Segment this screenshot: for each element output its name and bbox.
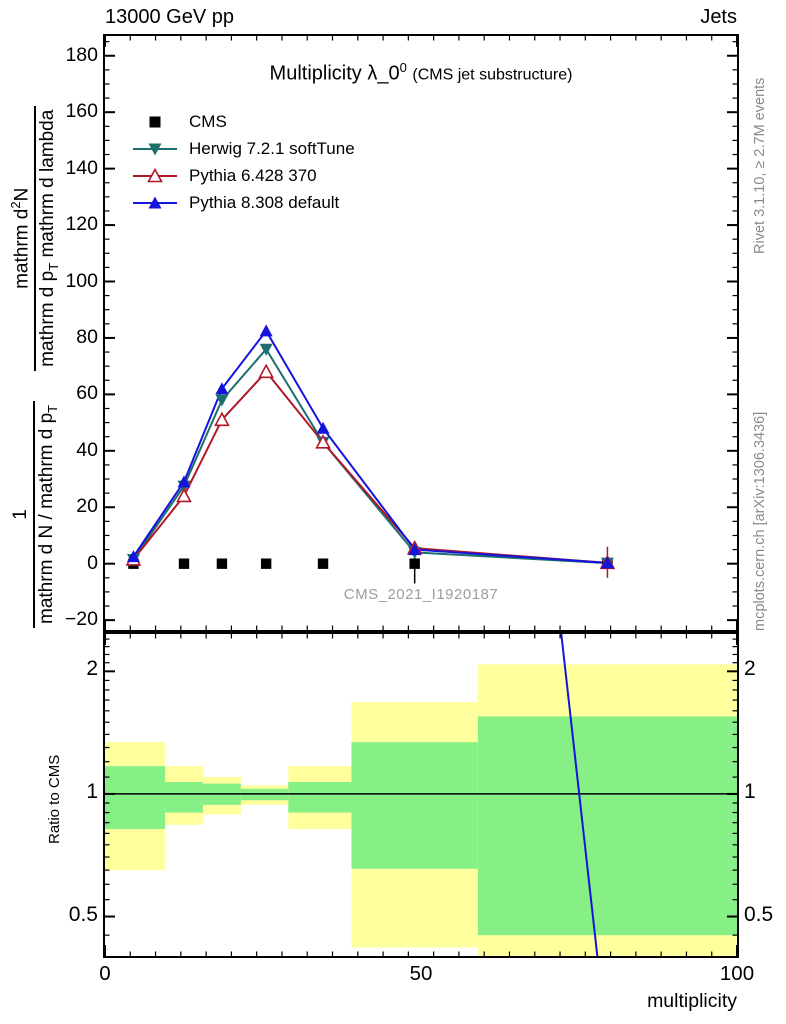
mcplots-reference-note: mcplots.cern.ch [arXiv:1306.3436]	[752, 411, 768, 631]
x-tick-label: 0	[99, 962, 111, 985]
legend-row: CMS	[132, 108, 355, 135]
legend-marker-triangle-up-open	[133, 167, 177, 182]
data-marker-triangle-up	[126, 550, 140, 563]
legend-row: Pythia 6.428 370	[132, 162, 355, 189]
ratio-panel	[103, 632, 739, 958]
data-marker-triangle-up	[177, 475, 191, 488]
main-y-tick-label: 120	[65, 213, 98, 236]
data-marker-square	[178, 558, 190, 569]
ratio-y-tick-label-left: 2	[86, 657, 98, 681]
uncertainty-band-green	[477, 716, 737, 936]
data-marker-square	[149, 116, 161, 127]
data-marker-triangle-open	[176, 487, 192, 503]
data-marker-square	[317, 558, 329, 569]
main-y-tick-label: −20	[64, 608, 98, 631]
data-marker-triangle-up	[316, 421, 330, 434]
legend-label: CMS	[189, 111, 227, 131]
main-panel: Multiplicity λ_00 (CMS jet substructure)…	[103, 34, 739, 632]
data-marker-triangle-open	[147, 167, 163, 182]
beam-energy-label: 13000 GeV pp	[105, 6, 234, 28]
main-y-tick-label: 40	[76, 438, 98, 461]
rivet-version-note: Rivet 3.1.10, ≥ 2.7M events	[752, 77, 768, 254]
main-y-tick-label: 0	[87, 551, 98, 574]
legend-marker-triangle-down	[133, 143, 177, 155]
legend-row: Herwig 7.2.1 softTune	[132, 135, 355, 162]
uncertainty-band-green	[105, 766, 166, 830]
ratio-y-tick-label-right: 0.5	[744, 902, 774, 926]
x-axis-label: multiplicity	[647, 990, 737, 1012]
data-marker-triangle-down	[148, 143, 162, 155]
main-y-tick-label: 140	[65, 156, 98, 179]
main-y-tick-label: 60	[76, 382, 98, 405]
data-marker-triangle-up	[148, 196, 162, 208]
data-marker-triangle-up	[600, 556, 614, 569]
plot-title: Multiplicity λ_00 (CMS jet substructure)	[269, 60, 573, 85]
ratio-y-tick-label-left: 1	[86, 779, 98, 803]
analysis-group-label: Jets	[700, 6, 737, 28]
data-marker-square	[260, 558, 272, 569]
series-line-pythia-8-308-default	[132, 329, 608, 564]
ratio-plot-svg	[105, 634, 737, 956]
uncertainty-band-green	[351, 742, 478, 869]
main-y-tick-label: 160	[65, 100, 98, 123]
legend-label: Herwig 7.2.1 softTune	[189, 138, 355, 158]
analysis-id-watermark: CMS_2021_I1920187	[343, 586, 499, 603]
main-y-tick-label: 80	[76, 325, 98, 348]
legend-marker-triangle-up	[133, 196, 177, 208]
uncertainty-band-green	[165, 781, 203, 813]
x-tick-label: 100	[719, 962, 755, 985]
ratio-y-tick-label-right: 1	[744, 779, 756, 803]
series-line-pythia-6-428-370	[132, 370, 608, 564]
data-marker-square	[409, 558, 420, 569]
main-y-axis-label: 1 mathrm d N / mathrm d pT mathrm d2N ma…	[8, 105, 61, 628]
legend-label: Pythia 8.308 default	[189, 192, 340, 212]
data-marker-triangle-down	[215, 394, 229, 407]
legend-marker-square	[149, 116, 161, 127]
data-marker-triangle-up	[408, 543, 422, 556]
legend-row: Pythia 8.308 default	[132, 189, 355, 216]
data-marker-triangle-open	[214, 411, 230, 427]
ratio-y-tick-label-right: 2	[744, 657, 756, 681]
data-marker-triangle-down	[259, 343, 273, 356]
data-marker-triangle-open	[258, 363, 275, 379]
ratio-y-tick-label-left: 0.5	[68, 902, 98, 926]
ratio-diagonal-line	[560, 634, 599, 956]
legend-label: Pythia 6.428 370	[189, 165, 317, 185]
data-marker-triangle-up	[259, 324, 273, 337]
x-tick-label: 50	[409, 962, 433, 985]
data-marker-triangle-open	[315, 434, 331, 449]
data-marker-square	[216, 558, 228, 569]
legend: CMS Herwig 7.2.1 softTune Pythia 6.428 370…	[132, 108, 355, 216]
uncertainty-band-green	[288, 781, 352, 813]
main-y-tick-label: 20	[76, 495, 98, 518]
main-y-tick-label: 100	[65, 269, 98, 292]
main-y-tick-label: 180	[65, 43, 98, 66]
main-plot-svg	[105, 36, 737, 630]
data-marker-triangle-up	[215, 382, 229, 395]
